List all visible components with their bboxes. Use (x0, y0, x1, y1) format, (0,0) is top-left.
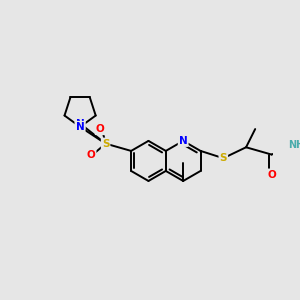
Text: N: N (179, 136, 188, 146)
Text: O: O (267, 169, 276, 180)
Text: NH: NH (288, 140, 300, 150)
Text: S: S (102, 139, 110, 148)
Text: O: O (87, 150, 95, 160)
Text: O: O (96, 124, 104, 134)
Text: N: N (76, 122, 85, 132)
Text: S: S (220, 153, 227, 163)
Text: N: N (76, 118, 85, 129)
